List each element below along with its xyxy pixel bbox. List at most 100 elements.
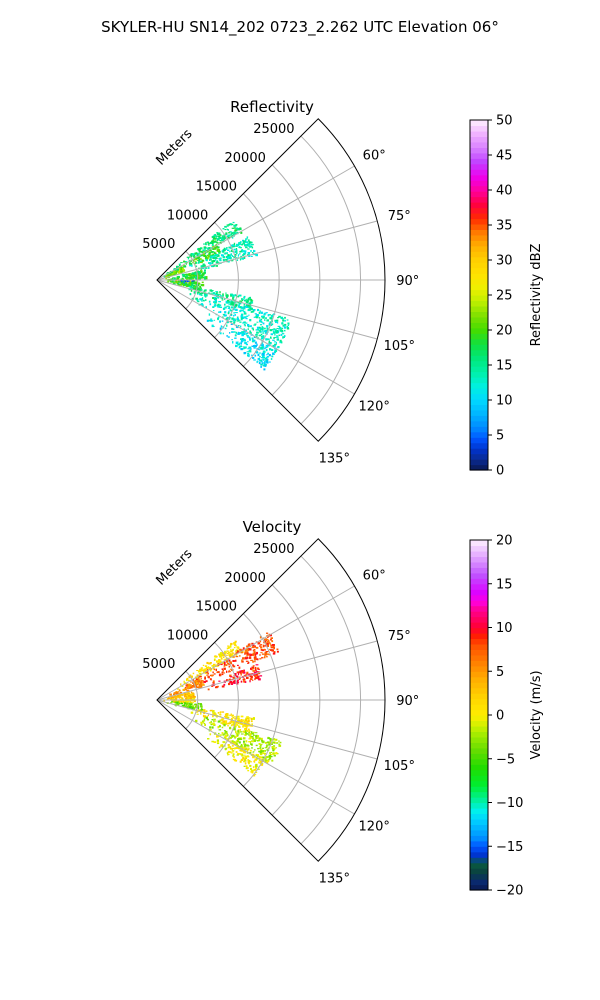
echo-gate [259, 359, 262, 362]
colorbar-band [470, 709, 488, 716]
echo-gate [192, 261, 195, 264]
echo-gate [276, 648, 279, 651]
echo-gate [178, 702, 181, 705]
echo-gate [218, 252, 221, 254]
colorbar-band [470, 404, 488, 411]
echo-gate [232, 297, 234, 300]
echo-gate [262, 756, 265, 758]
colorbar-tick-label: 10 [496, 621, 513, 636]
echo-gate [223, 247, 226, 250]
echo-gate [274, 319, 278, 322]
echo-gate [252, 766, 255, 769]
echo-gate [265, 639, 269, 641]
azimuth-gridline [156, 585, 355, 701]
echo-gate [206, 251, 209, 253]
echo-gate [240, 722, 243, 724]
echo-gate [209, 303, 212, 306]
echo-gate [204, 672, 207, 674]
echo-gate [259, 356, 261, 358]
echo-gate [253, 648, 256, 651]
echo-gate [191, 264, 193, 267]
echo-gate [263, 315, 265, 318]
echo-gate [243, 720, 246, 724]
colorbar-band [470, 578, 488, 585]
echo-gate [258, 352, 261, 354]
echo-gate [212, 715, 214, 718]
echo-gate [230, 663, 233, 665]
echo-gate [200, 721, 203, 724]
echo-gate [250, 737, 253, 739]
azimuth-gridline [156, 640, 378, 701]
echo-gate [251, 668, 253, 671]
echo-gate [238, 325, 240, 327]
echo-gate [229, 723, 232, 724]
echo-gate [254, 769, 257, 771]
echo-gate [185, 274, 189, 277]
colorbar-tick-label: 45 [496, 149, 513, 164]
echo-gate [268, 756, 272, 760]
echo-gate [236, 754, 239, 756]
echo-gate [231, 236, 234, 239]
echo-gate [269, 752, 272, 754]
echo-gate [195, 682, 197, 685]
echo-gate [195, 262, 198, 264]
echo-gate [212, 680, 215, 683]
echo-gate [192, 682, 194, 684]
echo-gate [245, 346, 247, 349]
echo-gate [176, 276, 179, 279]
echo-gate [259, 746, 262, 749]
echo-gate [271, 640, 274, 643]
echo-gate [230, 301, 233, 303]
echo-gate [186, 280, 189, 283]
echo-gate [230, 721, 233, 724]
echo-gate [172, 277, 175, 279]
echo-gate [232, 664, 234, 666]
echo-gate [197, 300, 200, 303]
echo-gate [274, 333, 276, 336]
echo-gate [192, 698, 195, 700]
echo-gate [220, 294, 222, 297]
echo-gate [266, 349, 268, 352]
echo-gate [238, 753, 241, 755]
echo-gate [183, 280, 187, 282]
echo-gate [251, 740, 254, 743]
echo-gate [254, 666, 257, 670]
colorbar-band [470, 147, 488, 154]
echo-gate [181, 266, 183, 269]
echo-gate [251, 679, 254, 681]
echo-gate [243, 252, 246, 256]
echo-gate [227, 254, 230, 257]
echo-gate [238, 655, 241, 657]
echo-gate [227, 652, 231, 654]
echo-gate [200, 270, 203, 272]
echo-gate [192, 287, 195, 289]
echo-gate [220, 254, 224, 257]
echo-gate [211, 324, 214, 326]
echo-gate [222, 669, 224, 672]
echo-gate [271, 759, 274, 762]
echo-gate [182, 280, 185, 283]
echo-gate [246, 751, 249, 754]
echo-gate [253, 658, 257, 661]
echo-gate [190, 674, 192, 677]
colorbar-band [470, 158, 488, 165]
echo-gate [212, 240, 214, 243]
echo-gate [232, 221, 235, 224]
echo-gate [232, 734, 235, 737]
echo-gate [245, 740, 248, 743]
echo-gate [231, 655, 233, 657]
echo-gate [213, 310, 215, 312]
colorbar-band [470, 234, 488, 241]
echo-gate [253, 749, 256, 751]
echo-gate [235, 331, 238, 334]
echo-gate [233, 741, 236, 743]
echo-gate [221, 744, 224, 746]
echo-gate [218, 237, 222, 239]
echo-gate [205, 710, 208, 712]
echo-gate [243, 323, 246, 326]
colorbar-band [470, 583, 488, 590]
echo-gate [248, 307, 252, 309]
echo-gate [259, 675, 263, 677]
colorbar-band [470, 295, 488, 302]
colorbar-band [470, 245, 488, 252]
